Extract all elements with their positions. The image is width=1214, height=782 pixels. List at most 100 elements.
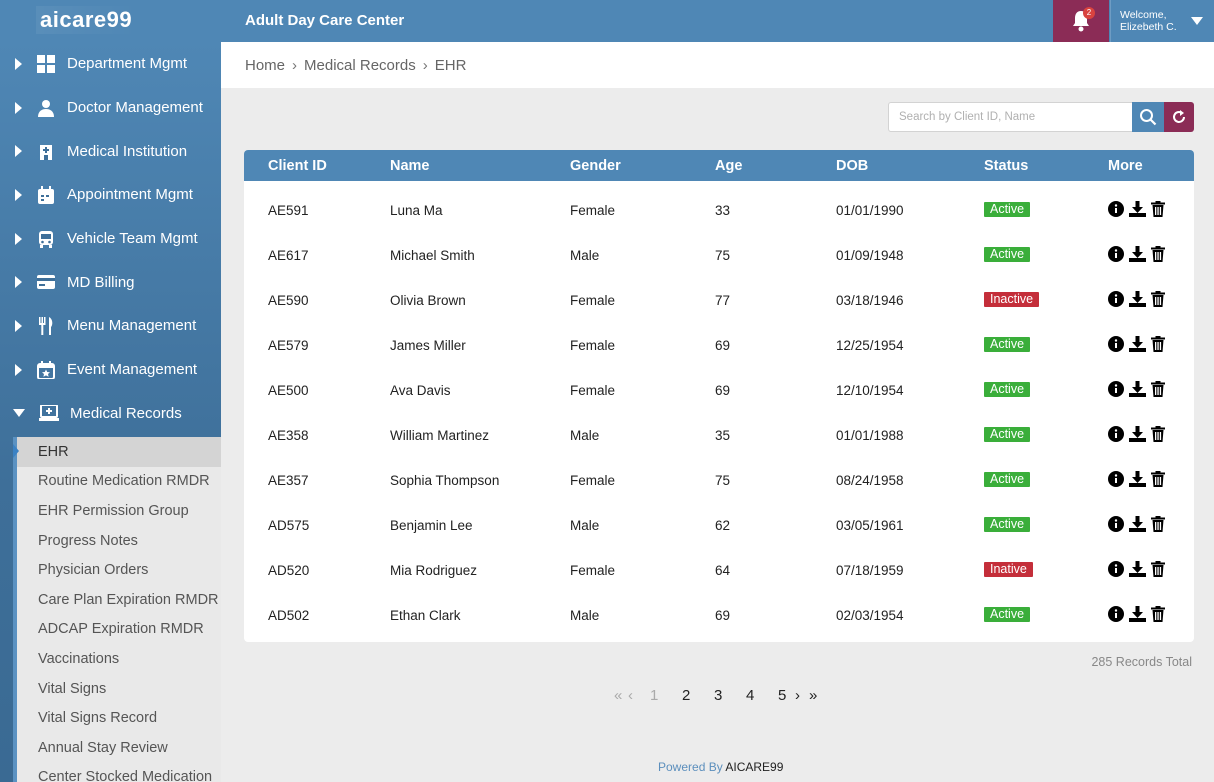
page-4-button[interactable]: 4 [746,686,755,704]
submenu-item-annual-stay-review[interactable]: Annual Stay Review [38,739,168,756]
trash-icon[interactable] [1151,336,1165,355]
submenu-item-adcap-expiration[interactable]: ADCAP Expiration RMDR [38,621,204,638]
submenu-item-physician-orders[interactable]: Physician Orders [38,562,149,579]
sidebar-item-doctor-management[interactable]: Doctor Management [0,86,221,130]
cell-dob: 12/10/1954 [836,383,904,398]
table-row[interactable]: AE590 Olivia Brown Female 77 03/18/1946 Inact… [244,278,1194,323]
cell-client-id: AE579 [268,338,309,353]
breadcrumb-medical-records[interactable]: Medical Records [304,56,416,74]
sidebar-item-medical-institution[interactable]: Medical Institution [0,129,221,173]
first-page-button[interactable]: « [614,686,623,704]
status-badge: Active [984,607,1031,622]
table-row[interactable]: AE358 William Martinez Male 35 01/01/1988 Act… [244,413,1194,458]
submenu-item-routine-medication[interactable]: Routine Medication RMDR [38,473,210,490]
submenu-item-progress-notes[interactable]: Progress Notes [38,532,138,549]
download-icon[interactable] [1129,471,1146,490]
table-row[interactable]: AD520 Mia Rodriguez Female 64 07/18/1959 Inat… [244,548,1194,593]
search-input[interactable] [888,102,1133,132]
submenu-item-vital-signs-record[interactable]: Vital Signs Record [38,710,158,727]
trash-icon[interactable] [1151,201,1165,220]
next-page-button[interactable]: › [795,686,800,704]
submenu-item-vaccinations[interactable]: Vaccinations [38,650,120,667]
info-icon[interactable] [1108,201,1124,220]
download-icon[interactable] [1129,291,1146,310]
sidebar-item-menu-management[interactable]: Menu Management [0,304,221,348]
chevron-down-icon[interactable] [1191,17,1203,25]
info-icon[interactable] [1108,381,1124,400]
status-badge: Active [984,472,1031,487]
column-header-gender[interactable]: Gender [570,158,621,174]
submenu-item-center-stocked-medication[interactable]: Center Stocked Medication [38,769,213,782]
info-icon[interactable] [1108,516,1124,535]
sidebar-item-department-mgmt[interactable]: Department Mgmt [0,42,221,86]
download-icon[interactable] [1129,516,1146,535]
user-menu[interactable]: Welcome, Elizebeth C. [1110,0,1214,42]
notifications-button[interactable]: 2 [1053,0,1109,42]
caret-right-icon [15,276,22,289]
cell-client-id: AE357 [268,473,309,488]
ehr-table: Client ID Name Gender Age DOB Status Mor… [244,150,1194,642]
trash-icon[interactable] [1151,471,1165,490]
logo[interactable]: aicare99 [36,6,137,34]
info-icon[interactable] [1108,291,1124,310]
cell-dob: 01/01/1990 [836,203,904,218]
trash-icon[interactable] [1151,561,1165,580]
column-header-status[interactable]: Status [984,158,1029,174]
table-row[interactable]: AD575 Benjamin Lee Male 62 03/05/1961 Active [244,503,1194,548]
column-header-name[interactable]: Name [390,158,430,174]
info-icon[interactable] [1108,471,1124,490]
last-page-button[interactable]: » [809,686,818,704]
breadcrumb-home[interactable]: Home [245,56,286,74]
sidebar-item-event-management[interactable]: Event Management [0,348,221,392]
info-icon[interactable] [1108,561,1124,580]
cell-age: 75 [715,248,731,263]
download-icon[interactable] [1129,606,1146,625]
trash-icon[interactable] [1151,291,1165,310]
sidebar-item-vehicle-team-mgmt[interactable]: Vehicle Team Mgmt [0,217,221,261]
download-icon[interactable] [1129,246,1146,265]
trash-icon[interactable] [1151,246,1165,265]
trash-icon[interactable] [1151,381,1165,400]
info-icon[interactable] [1108,426,1124,445]
submenu-item-vital-signs[interactable]: Vital Signs [38,680,107,697]
column-header-age[interactable]: Age [715,158,743,174]
search-button[interactable] [1132,102,1164,132]
cell-age: 62 [715,518,731,533]
download-icon[interactable] [1129,336,1146,355]
caret-right-icon [15,101,22,114]
info-icon[interactable] [1108,606,1124,625]
submenu-item-ehr[interactable]: EHR [13,437,221,467]
refresh-button[interactable] [1164,102,1194,132]
info-icon[interactable] [1108,246,1124,265]
page-2-button[interactable]: 2 [682,686,691,704]
sidebar-item-appointment-mgmt[interactable]: Appointment Mgmt [0,173,221,217]
cell-gender: Female [570,563,616,578]
trash-icon[interactable] [1151,516,1165,535]
table-row[interactable]: AE591 Luna Ma Female 33 01/01/1990 Active [244,188,1194,233]
prev-page-button[interactable]: ‹ [628,686,633,704]
submenu-item-ehr-permission-group[interactable]: EHR Permission Group [38,502,189,519]
page-3-button[interactable]: 3 [714,686,723,704]
trash-icon[interactable] [1151,606,1165,625]
column-header-dob[interactable]: DOB [836,158,869,174]
column-header-client-id[interactable]: Client ID [268,158,327,174]
trash-icon[interactable] [1151,426,1165,445]
page-5-button[interactable]: 5 [778,686,787,704]
submenu-item-care-plan-expiration[interactable]: Care Plan Expiration RMDR [38,591,219,608]
sidebar-item-md-billing[interactable]: MD Billing [0,260,221,304]
cell-dob: 03/18/1946 [836,293,904,308]
table-row[interactable]: AD502 Ethan Clark Male 69 02/03/1954 Active [244,593,1194,638]
table-row[interactable]: AE579 James Miller Female 69 12/25/1954 Activ… [244,323,1194,368]
download-icon[interactable] [1129,381,1146,400]
download-icon[interactable] [1129,201,1146,220]
info-icon[interactable] [1108,336,1124,355]
page-1-button[interactable]: 1 [650,686,659,704]
download-icon[interactable] [1129,561,1146,580]
download-icon[interactable] [1129,426,1146,445]
sidebar-item-medical-records[interactable]: Medical Records [0,392,221,436]
table-row[interactable]: AE357 Sophia Thompson Female 75 08/24/1958 Ac… [244,458,1194,503]
cell-name: Michael Smith [390,248,475,263]
table-row[interactable]: AE500 Ava Davis Female 69 12/10/1954 Active [244,368,1194,413]
refresh-icon [1173,110,1185,123]
table-row[interactable]: AE617 Michael Smith Male 75 01/09/1948 Active [244,233,1194,278]
